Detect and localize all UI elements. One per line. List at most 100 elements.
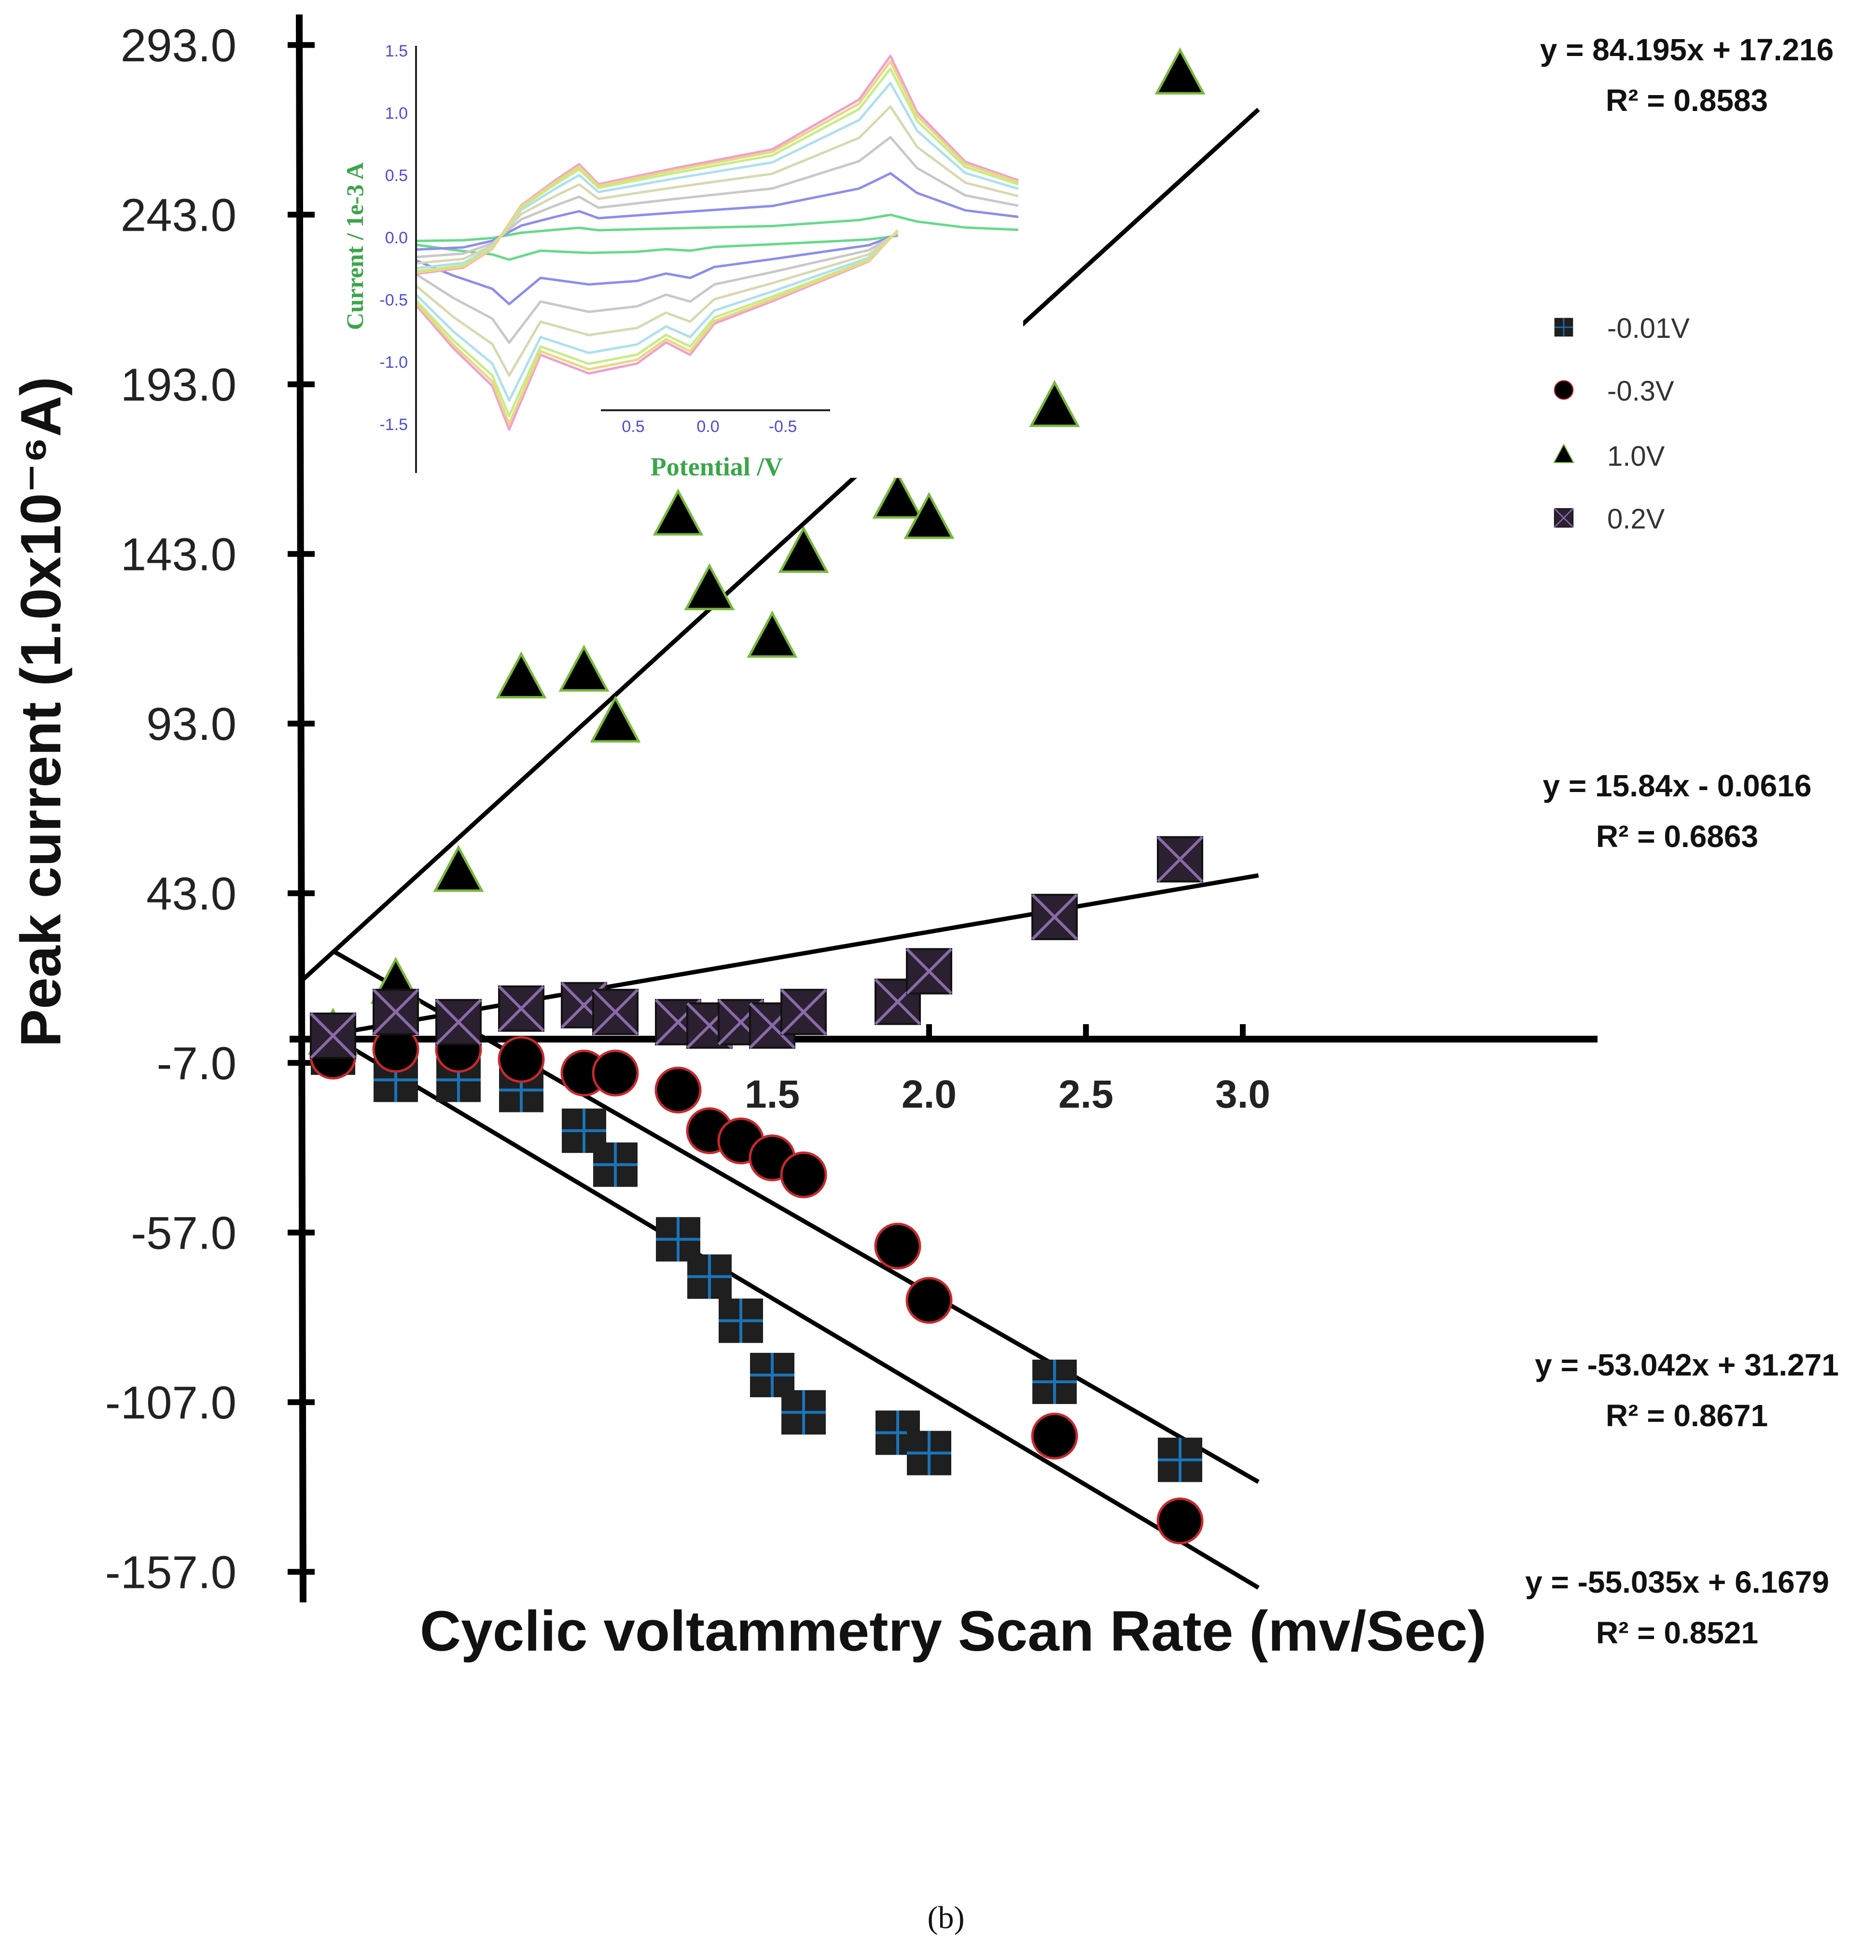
point-0.2V [498, 985, 545, 1032]
point-0.2V [592, 988, 639, 1035]
point--0.01V [781, 1390, 826, 1435]
inset-x-tick-label: -0.5 [769, 417, 797, 436]
y-tick-label: -57.0 [131, 1208, 236, 1259]
legend-marker [1554, 508, 1574, 528]
point--0.01V [907, 1431, 951, 1475]
equation-1v: y = 84.195x + 17.216 [1540, 32, 1834, 67]
point--0.3V [592, 1049, 639, 1097]
legend-label: -0.01V [1607, 313, 1690, 344]
y-axis-title: Peak current (1.0x10⁻⁶A) [9, 376, 73, 1047]
y-axis [296, 14, 306, 1603]
point-0.2V [780, 988, 827, 1035]
point-0.2V [435, 999, 482, 1045]
legend-marker--0.01V [1554, 318, 1573, 337]
marker-cross [309, 1012, 357, 1059]
x-tick-label: 1.5 [745, 1072, 800, 1116]
y-tick-label: 143.0 [121, 529, 236, 581]
marker-cross [372, 988, 419, 1035]
marker-cross [780, 988, 827, 1035]
y-tick-label: 243.0 [121, 190, 236, 241]
inset-y-tick-label: -1.0 [379, 353, 408, 372]
point-1.0V [747, 611, 798, 658]
point--0.01V [750, 1352, 794, 1397]
marker-cross [592, 988, 639, 1035]
point--0.3V [1031, 1413, 1078, 1460]
x-tick-label: 2.0 [902, 1072, 957, 1116]
point-0.2V [372, 988, 419, 1035]
r2-0.2v: R² = 0.6863 [1596, 819, 1758, 854]
y-tick-label: 293.0 [121, 20, 236, 71]
point--0.01V [719, 1298, 763, 1343]
point-1.0V [496, 651, 547, 699]
trendline-0.2V [333, 873, 1259, 1036]
r2-minus-0.3v: R² = 0.8671 [1606, 1398, 1768, 1433]
point--0.01V [656, 1217, 700, 1262]
marker-cross [435, 999, 482, 1045]
inset-x-axis-title: Potential /V [651, 452, 783, 481]
inset-x-tick-label: 0.0 [696, 417, 719, 436]
point--0.01V [593, 1142, 638, 1187]
legend-label: -0.3V [1607, 375, 1674, 407]
y-tick-label: 93.0 [146, 698, 236, 750]
inset-x-ticks: 0.5 0.0 -0.5 [622, 417, 797, 436]
x-tick-label: 2.5 [1058, 1072, 1113, 1116]
figure-caption: (b) [928, 1900, 965, 1935]
point--0.3V [905, 1277, 953, 1324]
inset-voltammogram: 1.5 1.0 0.5 0.0 -0.5 -1.0 -1.5 0.5 0.0 -0.5 Curr… [341, 42, 1023, 481]
point-1.0V [684, 563, 735, 611]
point--0.01V [687, 1254, 732, 1299]
point-0.2V [1156, 836, 1204, 883]
marker-cross [498, 985, 545, 1032]
equation-0.2v: y = 15.84x - 0.0616 [1543, 768, 1812, 803]
inset-curves [415, 55, 1019, 431]
trendline--0.01V [332, 1035, 1260, 1590]
point-1.0V [590, 695, 641, 743]
trendline-equations: y = 84.195x + 17.216 R² = 0.8583 y = 15.… [1525, 32, 1839, 1650]
legend-marker-1.0V [1553, 443, 1575, 463]
equation-minus-0.3v: y = -53.042x + 31.271 [1535, 1348, 1839, 1382]
y-tick-label: -107.0 [105, 1377, 236, 1429]
legend-marker-0.2V [1554, 508, 1574, 528]
point-1.0V [778, 526, 829, 573]
r2-1v: R² = 0.8583 [1606, 83, 1768, 118]
point-0.2V [309, 1012, 357, 1059]
y-tick-label: 43.0 [146, 868, 236, 920]
inset-y-tick-label: 1.5 [385, 42, 408, 60]
legend-label: 0.2V [1607, 503, 1665, 535]
r2-minus-0.01v: R² = 0.8521 [1596, 1615, 1758, 1650]
legend-marker [1553, 443, 1575, 463]
inset-y-tick-label: -1.5 [379, 416, 408, 434]
equation-minus-0.01v: y = -55.035x + 6.1679 [1525, 1565, 1829, 1599]
marker-cross [1554, 508, 1574, 528]
inset-background [415, 43, 1023, 478]
inset-y-tick-label: 0.0 [385, 229, 408, 247]
legend-marker [1554, 318, 1573, 337]
main-scatter-chart: 293.0 243.0 193.0 143.0 93.0 43.0 -7.0 -57.0 -10… [9, 14, 1839, 1663]
point-1.0V [653, 488, 704, 536]
marker-cross [1156, 836, 1204, 883]
point-1.0V [903, 492, 955, 539]
marker-cross [1031, 893, 1078, 941]
inset-y-ticks: 1.5 1.0 0.5 0.0 -0.5 -1.0 -1.5 [379, 42, 408, 434]
point-1.0V [872, 472, 923, 519]
point--0.3V [780, 1151, 827, 1198]
point-1.0V [433, 845, 484, 892]
point--0.3V [874, 1223, 921, 1270]
point-1.0V [1029, 380, 1080, 427]
point--0.01V [1032, 1360, 1077, 1404]
point-0.2V [1031, 893, 1078, 941]
inset-y-tick-label: 0.5 [385, 167, 408, 185]
data-markers [307, 47, 1206, 1544]
y-tick-label: 193.0 [121, 359, 236, 411]
point--0.3V [1156, 1497, 1204, 1544]
y-ticks: 293.0 243.0 193.0 143.0 93.0 43.0 -7.0 -57.0 -10… [105, 20, 315, 1599]
y-axis-line [296, 14, 306, 1603]
legend-marker--0.3V [1554, 380, 1574, 400]
legend-marker [1554, 380, 1574, 400]
legend: -0.01V -0.3V 1.0V 0.2V [1553, 313, 1690, 535]
point-0.2V [905, 948, 953, 995]
inset-y-tick-label: -0.5 [379, 291, 408, 309]
inset-y-axis-title: Current / 1e-3 A [341, 162, 368, 330]
x-tick-label: 3.0 [1215, 1072, 1270, 1116]
